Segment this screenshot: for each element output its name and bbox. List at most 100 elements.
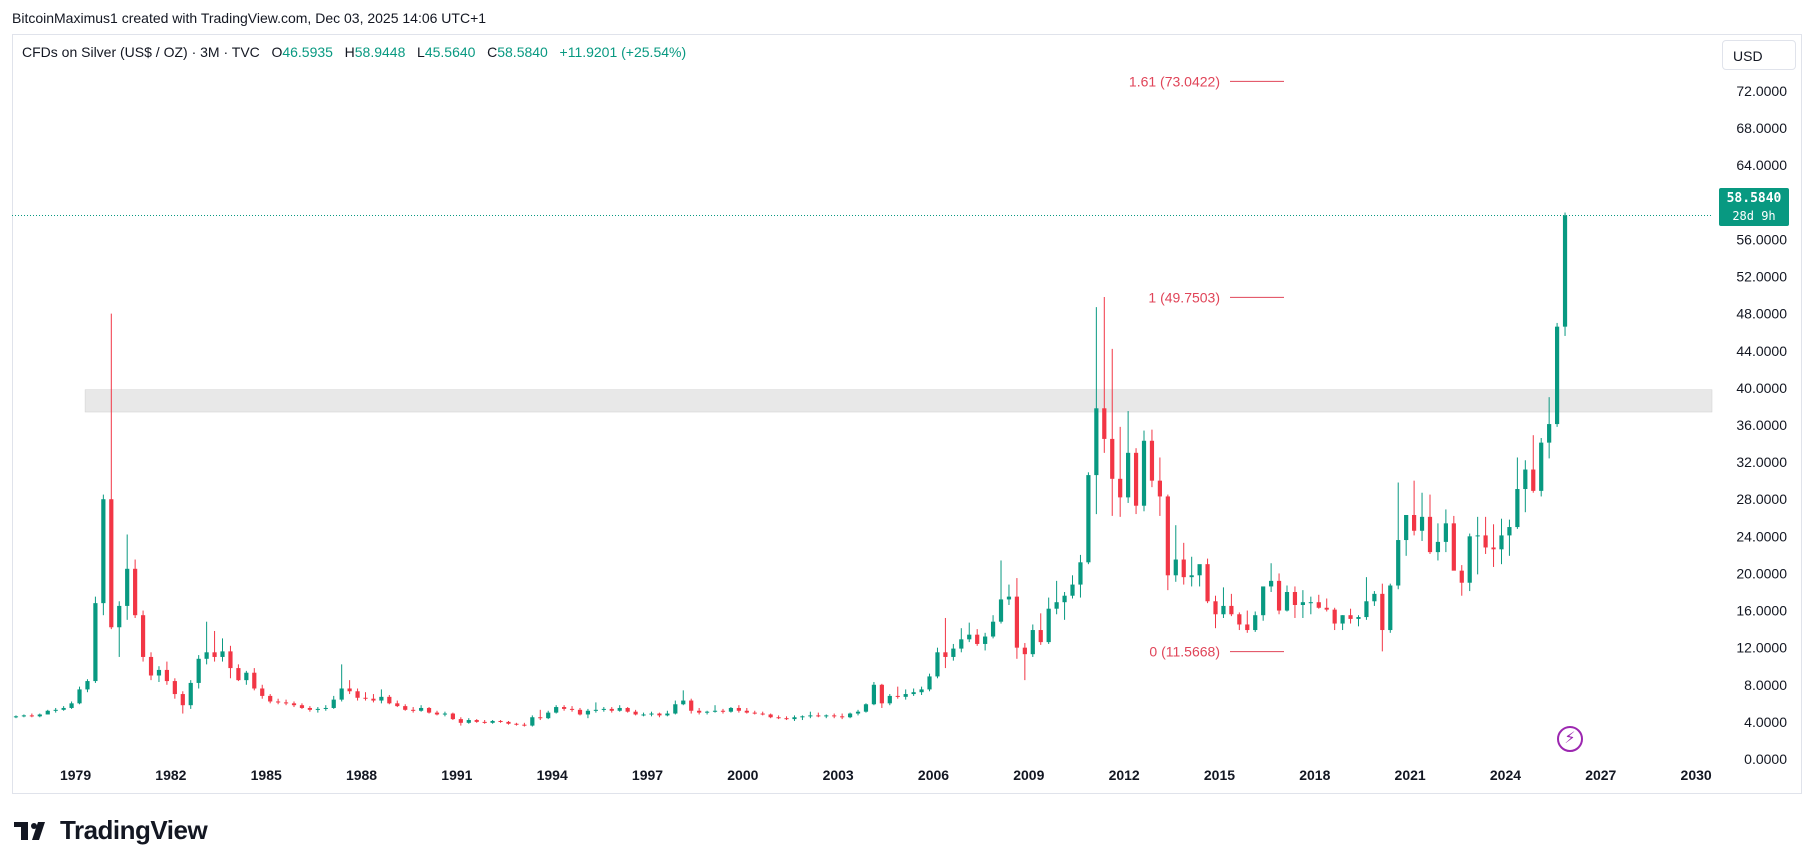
candle-body-up [871,684,877,705]
candle-body-down [744,710,749,713]
candle-body-up [903,694,908,697]
candle-body-down [1276,580,1282,611]
candle-body-up [983,636,988,644]
x-tick-label: 1982 [155,767,186,783]
y-tick-label: 64.0000 [1736,157,1787,173]
y-tick-label: 16.0000 [1736,603,1787,619]
candle-body-down [347,688,352,692]
candle-body-up [77,689,82,704]
price-chart[interactable]: 72.000068.000064.000060.000056.000052.00… [12,34,1802,794]
candle-body-down [355,691,360,698]
candle-body-up [490,720,495,723]
candle-body-down [403,706,408,710]
legend-high: 58.9448 [354,44,406,60]
candle-body-down [816,715,821,717]
fib-level-label: 1 (49.7503) [1148,289,1220,305]
candle-body-up [1340,615,1345,624]
candle-body-up [927,676,932,690]
candle-body-down [283,702,289,704]
candle-body-up [1554,326,1560,425]
candle-body-down [29,715,34,717]
last-price-value: 58.5840 [1726,191,1782,206]
candle-body-up [998,599,1004,622]
candle-body-down [109,499,114,628]
y-tick-label: 52.0000 [1736,269,1787,285]
candle-body-up [1364,601,1369,618]
candle-body-down [1412,514,1417,531]
y-tick-label: 12.0000 [1736,640,1787,656]
candle-body-down [1157,480,1162,497]
legend-high-label: H [344,44,355,60]
candle-body-up [101,499,106,604]
candle-body-up [1006,596,1012,600]
candle-body-down [1229,605,1234,615]
candle-body-up [1539,442,1544,491]
candle-body-down [1348,615,1353,619]
candle-body-down [1451,523,1456,571]
chart-frame [12,34,1802,794]
candle-body-up [1547,424,1552,443]
candle-body-up [37,714,42,717]
y-tick-label: 20.0000 [1736,565,1787,581]
candle-body-up [466,720,471,723]
candle-body-up [673,704,678,714]
symbol-legend: CFDs on Silver (US$ / OZ) · 3M · TVC O46… [22,44,686,60]
candle-body-up [1054,602,1059,609]
candle-body-down [498,720,503,722]
tradingview-logo-text: TradingView [60,815,208,845]
candle-body-down [268,695,273,702]
legend-open-label: O [271,44,283,60]
candle-body-up [554,707,559,713]
candle-body-down [1149,440,1155,481]
candle-body-up [593,709,598,711]
y-tick-label: 56.0000 [1736,231,1787,247]
candle-body-up [1435,541,1441,553]
candle-body-down [1332,609,1337,624]
candle-body-up [681,700,686,705]
candle-body-down [363,697,368,699]
candle-body-down [458,719,463,723]
x-tick-label: 2018 [1299,767,1330,783]
candle-body-down [1133,452,1139,506]
x-tick-label: 2021 [1395,767,1426,783]
candle-body-down [760,713,765,715]
x-tick-label: 2012 [1109,767,1140,783]
x-tick-label: 2027 [1585,767,1616,783]
currency-selector[interactable]: USD [1722,40,1796,70]
candle-body-up [1356,617,1361,619]
candle-body-down [1531,469,1536,491]
candle-body-up [1507,527,1512,536]
candle-body-down [228,651,233,669]
candle-body-up [1515,489,1520,528]
candle-body-up [1419,516,1425,531]
y-tick-label: 8.0000 [1744,677,1787,693]
candle-body-down [625,707,630,712]
candle-body-down [1038,630,1043,643]
candle-body-down [1316,602,1321,608]
candle-body-down [1022,647,1027,655]
lightning-bolt-icon[interactable]: ⚡ [1557,726,1583,752]
candle-body-up [1062,595,1067,603]
candle-body-up [125,568,130,606]
candle-body-up [1372,593,1377,602]
candle-body-down [1491,547,1496,550]
candle-body-down [133,568,138,616]
candle-body-up [339,688,344,700]
candle-body-down [1110,438,1115,479]
candle-body-down [482,721,487,723]
legend-low-label: L [417,44,425,60]
candle-body-up [1173,559,1178,576]
candle-body-up [1404,514,1409,541]
candle-body-up [1078,562,1083,585]
candle-body-up [959,639,964,649]
x-tick-label: 1994 [537,767,568,783]
x-tick-label: 2015 [1204,767,1235,783]
x-tick-label: 2024 [1490,767,1521,783]
legend-open: 46.5935 [282,44,333,60]
candle-body-down [387,696,392,704]
candle-body-up [13,716,19,718]
legend-close: 58.5840 [497,44,548,60]
candle-body-up [419,707,424,711]
candle-body-down [609,708,614,711]
y-tick-label: 28.0000 [1736,491,1787,507]
